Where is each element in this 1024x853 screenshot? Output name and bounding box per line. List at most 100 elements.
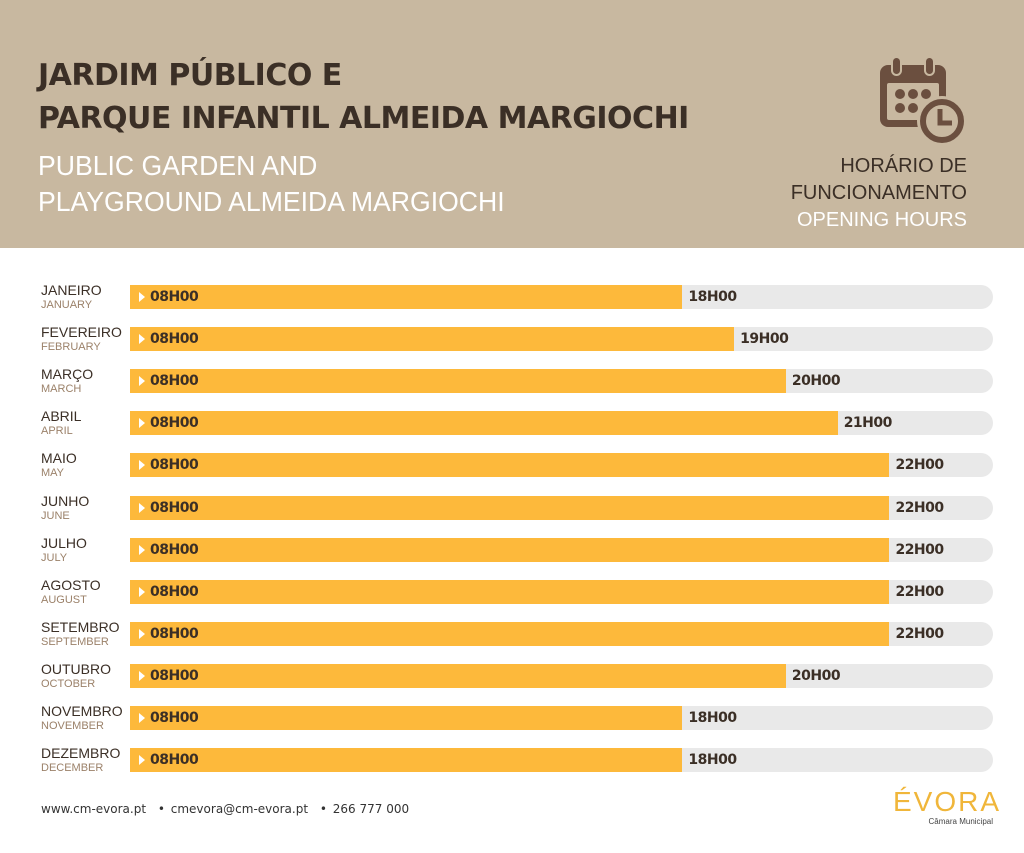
- opening-time-label: 08H00: [150, 415, 199, 432]
- closing-time-label: 22H00: [895, 625, 944, 642]
- opening-hours-chart: JANEIRO JANUARY 08H00 18H00 FEVEREIRO FEBRUAR…: [0, 270, 1024, 780]
- month-row: NOVEMBRO NOVEMBER 08H00 18H00: [0, 691, 1024, 733]
- opening-time-label: 08H00: [150, 499, 199, 516]
- opening-time-label: 08H00: [150, 583, 199, 600]
- opening-hours-label-en: OPENING HOURS: [796, 209, 967, 231]
- page-subtitle-line-1: PUBLIC GARDEN AND: [38, 150, 318, 181]
- logo-subtitle: Câmara Municipal: [928, 817, 993, 826]
- month-label-pt: JANEIRO: [41, 282, 102, 298]
- month-label-pt: FEVEREIRO: [41, 324, 122, 341]
- closing-time-label: 18H00: [688, 289, 737, 305]
- page-title-line-2: PARQUE INFANTIL ALMEIDA MARGIOCHI: [38, 101, 689, 136]
- email-link[interactable]: cmevora@cm-evora.pt: [170, 802, 309, 816]
- month-row: AGOSTO AUGUST 08H00 22H00: [0, 565, 1024, 607]
- page-subtitle-line-2: PLAYGROUND ALMEIDA MARGIOCHI: [38, 186, 505, 217]
- closing-time-label: 18H00: [688, 752, 737, 769]
- bar-fill: [130, 285, 683, 309]
- opening-time-label: 08H00: [150, 710, 199, 726]
- month-label-pt: JUNHO: [41, 492, 90, 509]
- month-label-en: JULY: [41, 551, 68, 564]
- logo-wordmark: ÉVORA: [893, 786, 1002, 817]
- play-arrow-icon: [139, 586, 145, 597]
- bar-fill: [130, 369, 786, 394]
- closing-time-label: 22H00: [895, 541, 944, 558]
- month-row: FEVEREIRO FEBRUARY 08H00 19H00: [0, 312, 1024, 354]
- opening-time-label: 08H00: [150, 752, 199, 769]
- month-label-en: JUNE: [41, 509, 70, 522]
- month-label-pt: MARÇO: [41, 366, 94, 383]
- month-row: JANEIRO JANUARY 08H00 18H00: [0, 270, 1024, 312]
- play-arrow-icon: [139, 544, 145, 555]
- opening-time-label: 08H00: [150, 331, 199, 348]
- closing-time-label: 22H00: [895, 499, 944, 516]
- footer-contacts: www.cm-evora.pt • cmevora@cm-evora.pt • …: [41, 802, 411, 816]
- month-label-en: MAY: [41, 467, 65, 480]
- separator-dot: •: [319, 802, 327, 816]
- month-row: JULHO JULY 08H00 22H00: [0, 523, 1024, 565]
- month-row: JUNHO JUNE 08H00 22H00: [0, 481, 1024, 523]
- bar-fill: [130, 411, 838, 436]
- opening-time-label: 08H00: [150, 373, 199, 390]
- bar-fill: [130, 748, 683, 773]
- closing-time-label: 18H00: [688, 710, 737, 726]
- month-label-pt: OUTUBRO: [41, 660, 111, 677]
- month-label-en: NOVEMBER: [41, 720, 104, 732]
- play-arrow-icon: [139, 628, 145, 639]
- month-label-en: JANUARY: [41, 299, 93, 311]
- month-label-en: OCTOBER: [41, 677, 96, 690]
- calendar-clock-icon: [880, 56, 967, 146]
- month-row: SETEMBRO SEPTEMBER 08H00 22H00: [0, 607, 1024, 649]
- opening-time-label: 08H00: [150, 625, 199, 642]
- page-title-line-1: JARDIM PÚBLICO E: [38, 58, 342, 93]
- month-label-en: MARCH: [41, 383, 82, 396]
- bar-fill: [130, 579, 890, 604]
- play-arrow-icon: [139, 418, 145, 429]
- website-link[interactable]: www.cm-evora.pt: [41, 802, 147, 816]
- evora-logo: ÉVORA Câmara Municipal: [893, 786, 999, 830]
- bar-fill: [130, 537, 890, 562]
- month-label-en: APRIL: [41, 425, 73, 438]
- play-arrow-icon: [139, 502, 145, 513]
- opening-time-label: 08H00: [150, 667, 199, 684]
- opening-time-label: 08H00: [150, 289, 199, 305]
- bar-fill: [130, 621, 890, 646]
- play-arrow-icon: [139, 755, 145, 766]
- header-banner: JARDIM PÚBLICO E PARQUE INFANTIL ALMEIDA…: [0, 0, 1024, 248]
- play-arrow-icon: [139, 670, 145, 681]
- play-arrow-icon: [139, 376, 145, 387]
- closing-time-label: 22H00: [895, 583, 944, 600]
- month-row: ABRIL APRIL 08H00 21H00: [0, 396, 1024, 438]
- play-arrow-icon: [139, 334, 145, 345]
- play-arrow-icon: [139, 460, 145, 471]
- closing-time-label: 21H00: [843, 415, 893, 432]
- play-arrow-icon: [139, 292, 145, 302]
- month-label-pt: DEZEMBRO: [41, 745, 121, 762]
- play-arrow-icon: [139, 713, 145, 723]
- month-label-pt: JULHO: [41, 534, 87, 551]
- month-label-en: DECEMBER: [41, 762, 104, 775]
- closing-time-label: 20H00: [791, 667, 841, 684]
- phone-number: 266 777 000: [332, 802, 410, 816]
- month-label-pt: SETEMBRO: [41, 618, 120, 635]
- bar-fill: [130, 453, 890, 478]
- bar-fill: [130, 327, 735, 352]
- month-label-pt: ABRIL: [41, 408, 82, 425]
- month-label-en: AUGUST: [41, 593, 87, 606]
- closing-time-label: 22H00: [895, 457, 944, 474]
- month-label-pt: NOVEMBRO: [41, 703, 123, 719]
- opening-time-label: 08H00: [150, 541, 199, 558]
- month-label-pt: AGOSTO: [41, 576, 101, 593]
- closing-time-label: 20H00: [791, 373, 841, 390]
- month-row: DEZEMBRO DECEMBER 08H00 18H00: [0, 733, 1024, 775]
- bar-fill: [130, 495, 890, 520]
- month-row: OUTUBRO OCTOBER 08H00 20H00: [0, 649, 1024, 691]
- opening-hours-label-pt-1: HORÁRIO DE: [840, 155, 967, 177]
- month-row: MAIO MAY 08H00 22H00: [0, 438, 1024, 480]
- bar-fill: [130, 663, 786, 688]
- opening-time-label: 08H00: [150, 457, 199, 474]
- month-label-pt: MAIO: [41, 450, 77, 467]
- closing-time-label: 19H00: [740, 331, 789, 348]
- bar-fill: [130, 706, 683, 730]
- month-row: MARÇO MARCH 08H00 20H00: [0, 354, 1024, 396]
- opening-hours-label-pt-2: FUNCIONAMENTO: [790, 182, 967, 204]
